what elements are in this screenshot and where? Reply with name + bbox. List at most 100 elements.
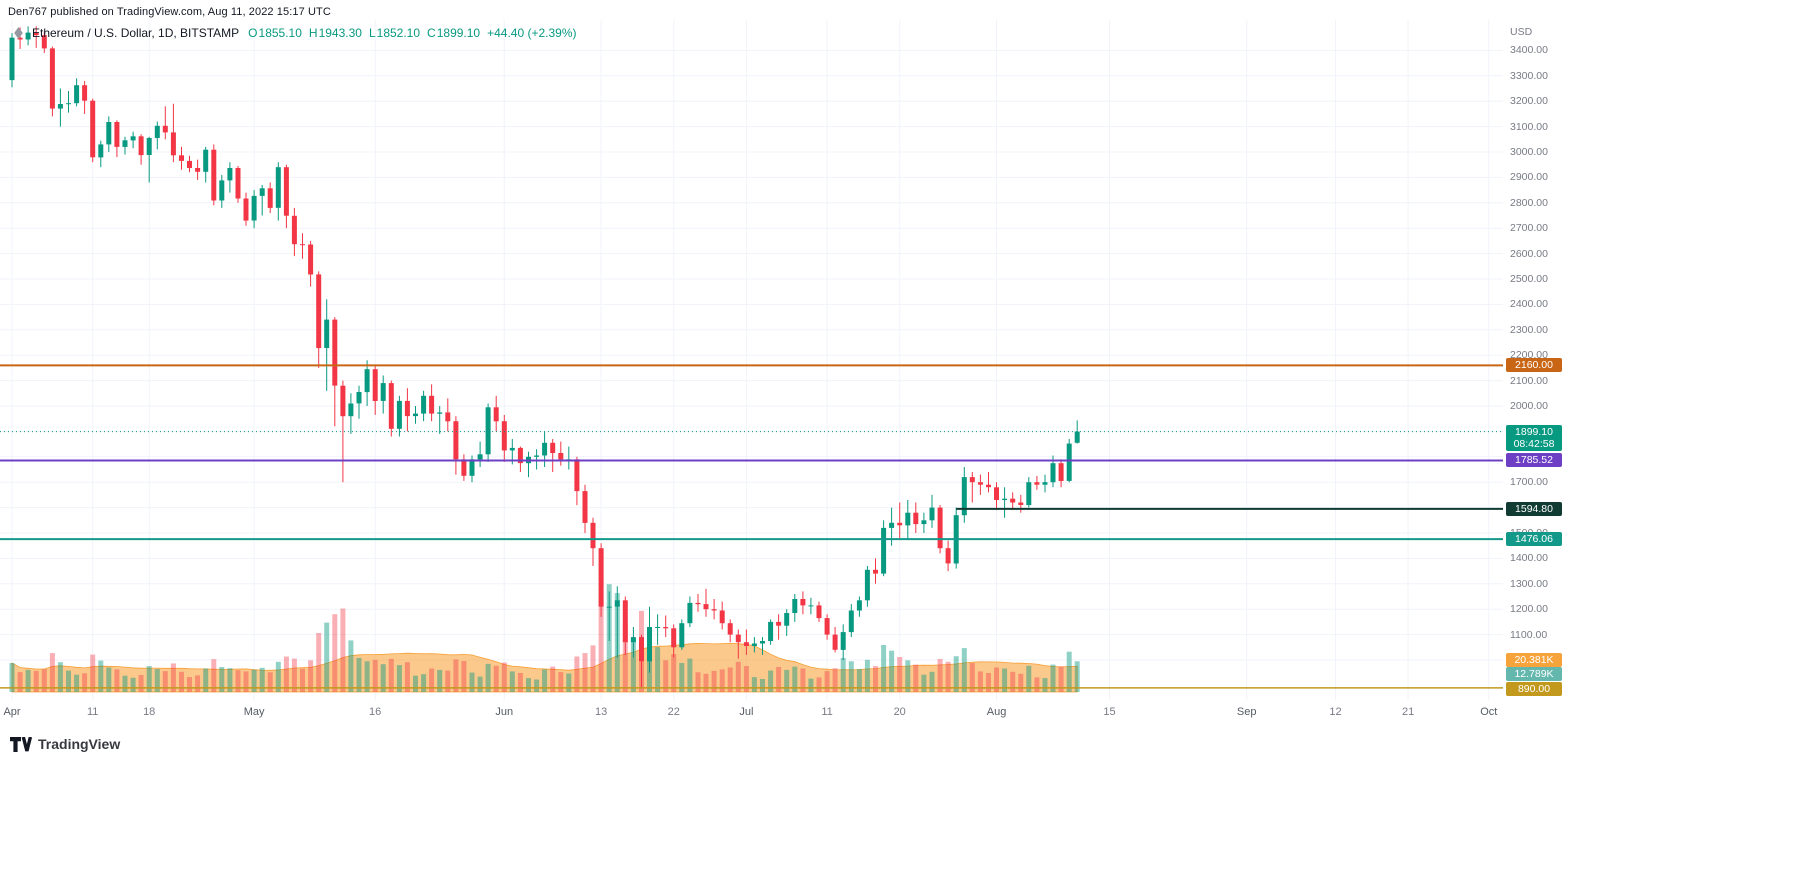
- price-tick-label: 1400.00: [1510, 552, 1548, 565]
- time-tick-label: 16: [369, 706, 382, 718]
- volume-bar: [542, 669, 548, 692]
- tradingview-logo[interactable]: TradingView: [10, 736, 120, 752]
- volume-bar: [195, 675, 201, 692]
- change-value: +44.40 (+2.39%): [487, 26, 577, 40]
- candle-body: [945, 548, 951, 564]
- volume-bar: [1050, 664, 1056, 692]
- tradingview-mark-icon: [10, 736, 32, 752]
- volume-bar: [558, 672, 564, 692]
- volume-bar: [864, 659, 870, 692]
- volume-bar: [711, 670, 717, 692]
- candle-body: [1074, 431, 1080, 443]
- candle-body: [800, 599, 806, 606]
- time-axis[interactable]: Apr 11 18 May 16 Jun 13 22 Jul 11 20 Aug 15 Sep 12 21 Oc…: [0, 706, 1560, 722]
- volume-bar: [961, 648, 967, 692]
- volume-bar: [82, 673, 88, 692]
- volume-bar: [590, 645, 596, 692]
- candle-body: [735, 634, 741, 643]
- price-axis[interactable]: USD1000.001100.001200.001300.001400.0015…: [1505, 0, 1563, 762]
- candle-body: [1058, 463, 1064, 481]
- candle-body: [792, 599, 798, 613]
- price-tick-label: 1700.00: [1510, 476, 1548, 489]
- candle-body: [776, 621, 782, 626]
- candle-body: [66, 103, 71, 105]
- volume-bar: [122, 675, 128, 692]
- volume-bar: [227, 668, 233, 692]
- time-tick-label: 13: [594, 706, 608, 718]
- volume-bar: [404, 662, 410, 692]
- volume-bar: [138, 675, 144, 692]
- volume-bar: [74, 674, 80, 692]
- volume-bar: [485, 663, 491, 692]
- time-tick-label: 11: [86, 706, 99, 718]
- candle-body: [719, 610, 725, 624]
- candle-body: [348, 403, 354, 417]
- candle-body: [146, 138, 152, 155]
- candle-body: [485, 407, 491, 455]
- volume-bar: [235, 670, 241, 692]
- volume-bar: [509, 671, 515, 692]
- candle-body: [388, 383, 394, 429]
- volume-bar: [356, 657, 362, 692]
- candle-body: [340, 385, 346, 417]
- volume-bar: [687, 658, 693, 692]
- volume-bar: [622, 623, 628, 692]
- time-tick-label: Aug: [986, 706, 1007, 718]
- volume-bar: [146, 666, 152, 692]
- high-value: 1943.30: [318, 26, 362, 40]
- candle-body: [138, 136, 144, 156]
- instrument-logo-icon: [14, 27, 23, 39]
- volume-bar: [986, 673, 991, 692]
- volume-bar: [421, 674, 427, 692]
- volume-bar: [873, 666, 878, 692]
- volume-bar: [816, 677, 822, 692]
- candle-body: [606, 606, 612, 608]
- candle-body: [227, 168, 233, 181]
- volume-bar: [1026, 665, 1032, 692]
- candle-body: [275, 167, 281, 208]
- volume-bar: [461, 661, 467, 692]
- tradingview-logo-text: TradingView: [38, 736, 121, 752]
- volume-bar: [332, 614, 338, 692]
- candle-body: [969, 477, 975, 483]
- volume-bar: [340, 608, 346, 692]
- candle-body: [421, 395, 427, 414]
- candlestick-plot[interactable]: [0, 0, 1560, 762]
- candle-body: [453, 421, 459, 460]
- volume-bar: [179, 671, 184, 692]
- volume-bar: [388, 658, 394, 692]
- candle-body: [655, 627, 661, 628]
- volume-bar: [574, 656, 580, 692]
- price-tick-label: 1200.00: [1510, 603, 1548, 616]
- volume-bar: [501, 662, 507, 692]
- volume-bar: [751, 677, 757, 692]
- candle-body: [856, 600, 862, 611]
- volume-bar: [969, 663, 975, 692]
- volume-bar: [1002, 668, 1008, 692]
- volume-bar: [566, 673, 572, 692]
- candle-body: [57, 104, 63, 109]
- volume-bar: [33, 670, 39, 692]
- price-tick-label: 3400.00: [1510, 44, 1548, 57]
- volume-bar: [824, 671, 830, 692]
- symbol-description[interactable]: Ethereum / U.S. Dollar, 1D, BITSTAMP: [32, 26, 240, 40]
- high-label: H: [308, 26, 318, 40]
- volume-bar: [1010, 671, 1016, 692]
- candle-body: [816, 605, 822, 619]
- volume-bar: [187, 677, 192, 692]
- volume-bar: [348, 640, 354, 692]
- candle-body: [840, 632, 846, 650]
- volume-bar: [848, 661, 854, 692]
- volume-bar: [808, 678, 814, 692]
- candle-body: [437, 412, 443, 414]
- candle-body: [832, 634, 838, 650]
- candle-body: [259, 188, 265, 196]
- volume-bar: [57, 662, 63, 692]
- candle-body: [881, 527, 887, 574]
- volume-bar: [275, 661, 281, 692]
- volume-bar: [832, 668, 838, 692]
- volume-bar: [703, 673, 709, 692]
- volume-bar: [396, 665, 402, 692]
- volume-bar: [364, 661, 370, 692]
- volume-bar: [655, 647, 661, 692]
